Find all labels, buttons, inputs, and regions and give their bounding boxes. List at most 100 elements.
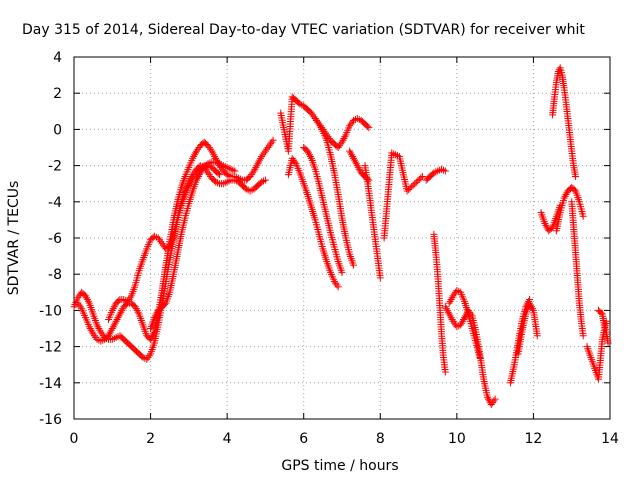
series-trace-o [441, 303, 499, 409]
data-point [90, 332, 98, 340]
data-point [542, 221, 550, 229]
data-point [533, 332, 541, 340]
y-tick-label: -4 [48, 195, 62, 211]
data-point [291, 158, 299, 166]
data-point [145, 352, 153, 360]
data-point [445, 310, 453, 318]
data-point [159, 241, 167, 249]
data-point [314, 118, 322, 126]
data-point [214, 169, 222, 177]
data-point [445, 299, 453, 307]
data-point [194, 172, 202, 180]
data-point [311, 115, 319, 123]
data-point [349, 261, 357, 269]
data-point [458, 319, 466, 327]
data-point [354, 163, 362, 171]
y-tick-label: -6 [48, 231, 62, 247]
data-point [304, 147, 312, 155]
data-point [335, 142, 343, 150]
data-point [144, 353, 152, 361]
data-point [340, 134, 348, 142]
data-point [442, 305, 450, 313]
data-point [109, 305, 117, 313]
data-point [204, 169, 212, 177]
data-point [132, 305, 140, 313]
data-point [418, 172, 426, 180]
data-point [346, 147, 354, 155]
data-point [261, 147, 269, 155]
data-point [193, 147, 201, 155]
data-point [306, 153, 314, 161]
series-trace-b [74, 136, 277, 345]
data-point [115, 297, 123, 305]
data-point [464, 306, 472, 314]
data-point [338, 138, 346, 146]
data-point [126, 294, 134, 302]
data-point [94, 323, 102, 331]
data-point [259, 151, 267, 159]
data-point [117, 308, 125, 316]
data-point [110, 321, 118, 329]
data-point [487, 401, 495, 409]
series-trace-t [552, 183, 587, 235]
data-point [108, 306, 116, 314]
data-point [490, 397, 498, 405]
data-point [459, 317, 467, 325]
data-point [89, 330, 97, 338]
data-point [312, 116, 320, 124]
data-point [334, 144, 342, 151]
data-point [491, 395, 499, 403]
data-point [246, 172, 254, 180]
data-point [98, 330, 106, 338]
data-point [457, 321, 465, 329]
data-point [104, 332, 112, 340]
series-trace-v [583, 317, 610, 383]
y-tick-label: 4 [53, 50, 62, 66]
data-point [191, 151, 199, 159]
data-point [113, 315, 121, 323]
data-point [450, 319, 458, 327]
data-point [84, 297, 92, 305]
x-tick-label: 8 [376, 431, 385, 447]
data-point [205, 144, 213, 151]
data-point [417, 174, 425, 182]
data-point [449, 292, 457, 300]
data-point [489, 399, 497, 407]
data-point [252, 163, 260, 171]
data-point [105, 330, 113, 338]
data-point [466, 308, 474, 316]
series-trace-c [104, 162, 223, 323]
series-trace-n [445, 286, 484, 361]
data-point [93, 321, 101, 329]
data-point [112, 317, 120, 325]
data-point [108, 325, 116, 332]
data-point [330, 277, 338, 285]
series-trace-h [311, 115, 357, 269]
data-point [376, 274, 384, 282]
chart-title: Day 315 of 2014, Sidereal Day-to-day VTE… [22, 22, 585, 38]
data-point [347, 149, 355, 157]
data-point [341, 133, 349, 141]
data-point [338, 268, 346, 276]
data-point [332, 279, 340, 287]
data-point [450, 290, 458, 298]
data-point [256, 156, 264, 164]
data-point [109, 323, 117, 331]
data-point [541, 220, 549, 228]
data-point [231, 167, 239, 175]
data-point [317, 124, 325, 132]
data-point [152, 310, 160, 318]
data-point [305, 149, 312, 157]
data-point [247, 171, 255, 179]
data-point [316, 122, 324, 130]
x-tick-label: 6 [299, 431, 308, 447]
data-point [392, 151, 400, 159]
data-point [560, 194, 568, 202]
data-point [151, 312, 159, 320]
data-point [415, 175, 423, 183]
data-point [97, 328, 105, 336]
data-point [443, 306, 451, 314]
data-point [263, 145, 271, 153]
series-trace-g [300, 144, 346, 276]
